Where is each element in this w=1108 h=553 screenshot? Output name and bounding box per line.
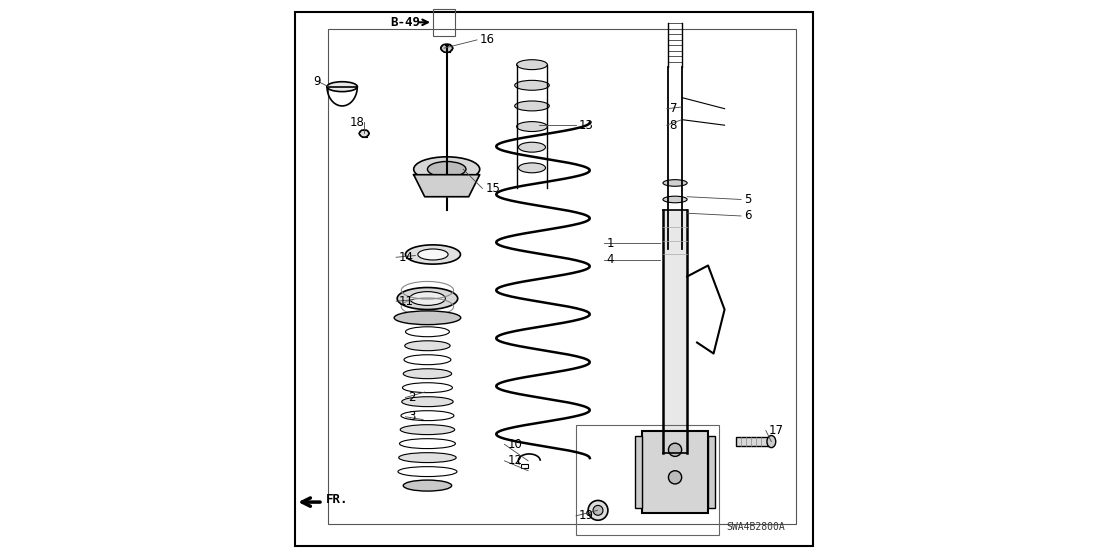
Bar [708, 436, 715, 508]
Text: 1: 1 [606, 237, 614, 250]
Ellipse shape [407, 313, 449, 323]
Bar [736, 437, 771, 446]
Text: B-49: B-49 [390, 16, 420, 29]
Circle shape [593, 505, 603, 515]
Ellipse shape [406, 245, 461, 264]
Ellipse shape [399, 453, 456, 462]
Ellipse shape [515, 80, 550, 90]
Text: 16: 16 [480, 33, 494, 46]
Bar [576, 425, 719, 535]
Bar [635, 436, 642, 508]
Circle shape [668, 471, 681, 484]
Polygon shape [413, 175, 480, 197]
Text: 17: 17 [769, 424, 783, 437]
Text: 13: 13 [578, 119, 594, 132]
Ellipse shape [359, 130, 369, 137]
Ellipse shape [519, 163, 545, 173]
Ellipse shape [404, 341, 450, 351]
Text: 3: 3 [408, 410, 416, 423]
Bar [521, 463, 527, 468]
Text: 7: 7 [669, 102, 677, 115]
Text: 2: 2 [408, 391, 416, 404]
Ellipse shape [663, 180, 687, 186]
Ellipse shape [516, 60, 547, 70]
Ellipse shape [767, 436, 776, 447]
Text: 4: 4 [606, 253, 614, 267]
Text: 11: 11 [399, 295, 413, 308]
Text: 10: 10 [507, 438, 522, 451]
Ellipse shape [400, 425, 454, 435]
Ellipse shape [441, 44, 453, 53]
Ellipse shape [327, 82, 357, 92]
Text: 5: 5 [743, 193, 751, 206]
Bar [433, 8, 455, 36]
Ellipse shape [394, 311, 461, 325]
Ellipse shape [403, 369, 452, 379]
Text: 8: 8 [669, 119, 677, 132]
Text: FR.: FR. [326, 493, 348, 506]
Ellipse shape [413, 157, 480, 181]
Ellipse shape [418, 249, 448, 260]
Text: 12: 12 [507, 455, 522, 467]
Ellipse shape [428, 161, 466, 177]
Bar [663, 211, 687, 452]
Circle shape [668, 443, 681, 456]
Text: 6: 6 [743, 210, 751, 222]
Ellipse shape [397, 288, 458, 310]
Ellipse shape [410, 291, 445, 305]
Text: 14: 14 [399, 251, 413, 264]
Text: 19: 19 [578, 509, 594, 523]
Ellipse shape [516, 122, 547, 132]
Text: 18: 18 [349, 116, 365, 129]
Circle shape [588, 500, 608, 520]
Text: SWA4B2800A: SWA4B2800A [727, 522, 786, 532]
Text: 9: 9 [312, 75, 320, 88]
Ellipse shape [403, 480, 452, 491]
Bar [642, 431, 708, 513]
Ellipse shape [663, 196, 687, 203]
Ellipse shape [519, 142, 545, 152]
Ellipse shape [402, 397, 453, 406]
Ellipse shape [515, 101, 550, 111]
Text: 15: 15 [485, 182, 500, 195]
Bar [328, 29, 796, 524]
